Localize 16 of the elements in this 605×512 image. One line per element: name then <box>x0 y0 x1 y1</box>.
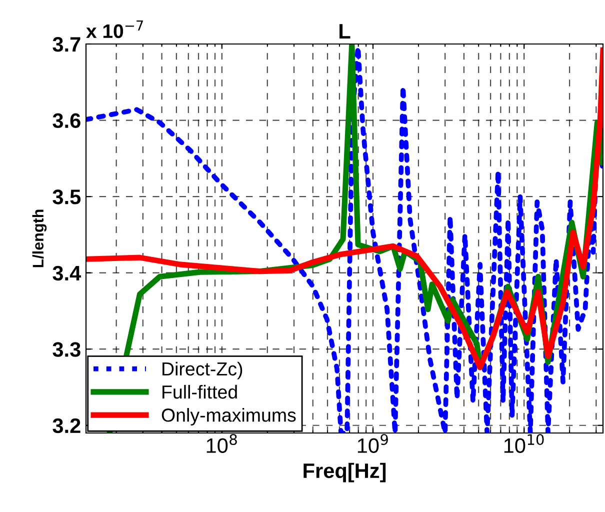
x-tick-label: 10$^{9}$ <box>358 434 388 454</box>
y-axis-title: L/length <box>32 210 47 268</box>
x-tick-label: 10$^{8}$ <box>206 434 237 454</box>
chart-title: L <box>340 24 350 38</box>
y-tick-label: 3.4 <box>52 266 82 281</box>
legend-label: Direct-Zc) <box>162 362 242 380</box>
y-tick-label: 3.5 <box>52 190 81 204</box>
y-tick-label: 3.7 <box>52 37 80 52</box>
x-axis-title: Freq[Hz] <box>304 462 386 482</box>
y-tick-label: 3.6 <box>52 113 80 128</box>
text: x 10$^{−7}$ <box>86 20 143 38</box>
x-tick-label: 10$^{10}$ <box>504 434 544 454</box>
y-tick-label: 3.3 <box>52 342 80 357</box>
legend-label: Full-fitted <box>162 384 237 399</box>
y-tick-label: 3.2 <box>52 418 80 434</box>
legend-label: Only-maximums <box>162 408 296 426</box>
